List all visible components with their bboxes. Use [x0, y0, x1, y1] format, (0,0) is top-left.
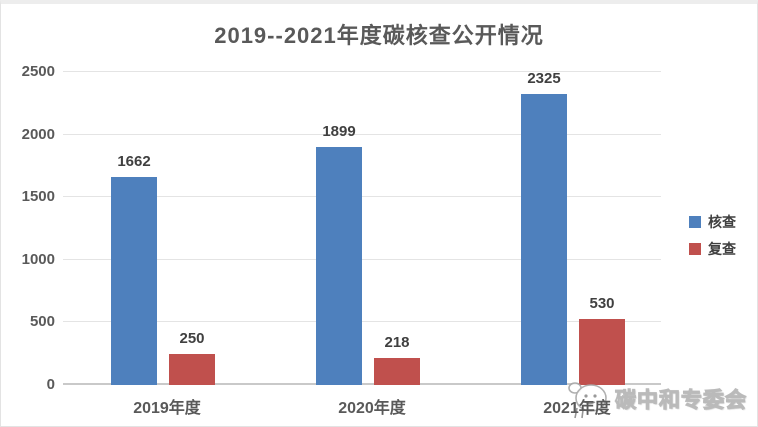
- bar-复查-2020年度: [374, 357, 420, 385]
- y-axis-tick-label: 1500: [21, 188, 55, 206]
- bar-value-label: 1899: [322, 123, 356, 141]
- y-axis-tick-label: 1000: [21, 250, 55, 268]
- y-axis-tick-label: 0: [46, 376, 55, 393]
- bar-核查-2020年度: [316, 147, 362, 385]
- x-axis-label-2020年度: 2020年度: [338, 400, 406, 417]
- mascot-logo-icon: [568, 382, 607, 419]
- y-axis-tick-label: 2000: [21, 125, 55, 143]
- bar-value-label: 250: [179, 329, 205, 347]
- bar-value-label: 218: [384, 333, 410, 351]
- x-axis-label-2019年度: 2019年度: [133, 400, 201, 417]
- gridline: [63, 321, 661, 323]
- legend-label-verification: 核查: [708, 213, 736, 230]
- bar-value-label: 2325: [527, 69, 561, 87]
- x-axis-label-2021年度: 2021年度: [543, 400, 611, 417]
- legend-item-verification: 核查: [689, 208, 736, 235]
- gridline: [63, 71, 661, 72]
- bar-value-label: 1662: [117, 152, 151, 170]
- legend: 核查 复查: [689, 208, 736, 262]
- watermark-text: 碳中和专委会: [615, 389, 747, 413]
- y-axis-tick-label: 500: [29, 313, 55, 331]
- bar-核查-2021年度: [521, 93, 567, 385]
- chart-title: 2019--2021年度碳核查公开情况: [214, 23, 544, 48]
- legend-swatch-review: [689, 242, 701, 255]
- legend-item-review: 复查: [689, 235, 736, 262]
- legend-label-review: 复查: [708, 240, 736, 257]
- watermark: 碳中和专委会: [565, 378, 747, 420]
- bar-复查-2021年度: [579, 318, 625, 385]
- plot-area: 1662 250 1899 218 2325 530: [63, 69, 661, 385]
- x-axis-baseline: [63, 383, 661, 385]
- bar-核查-2019年度: [111, 176, 157, 385]
- gridline: [63, 196, 661, 198]
- legend-swatch-verification: [689, 215, 701, 228]
- bar-复查-2019年度: [169, 353, 215, 385]
- gridline: [63, 133, 661, 135]
- y-axis-tick-label: 2500: [21, 63, 55, 80]
- gridline: [63, 258, 661, 260]
- bar-value-label: 530: [589, 294, 615, 312]
